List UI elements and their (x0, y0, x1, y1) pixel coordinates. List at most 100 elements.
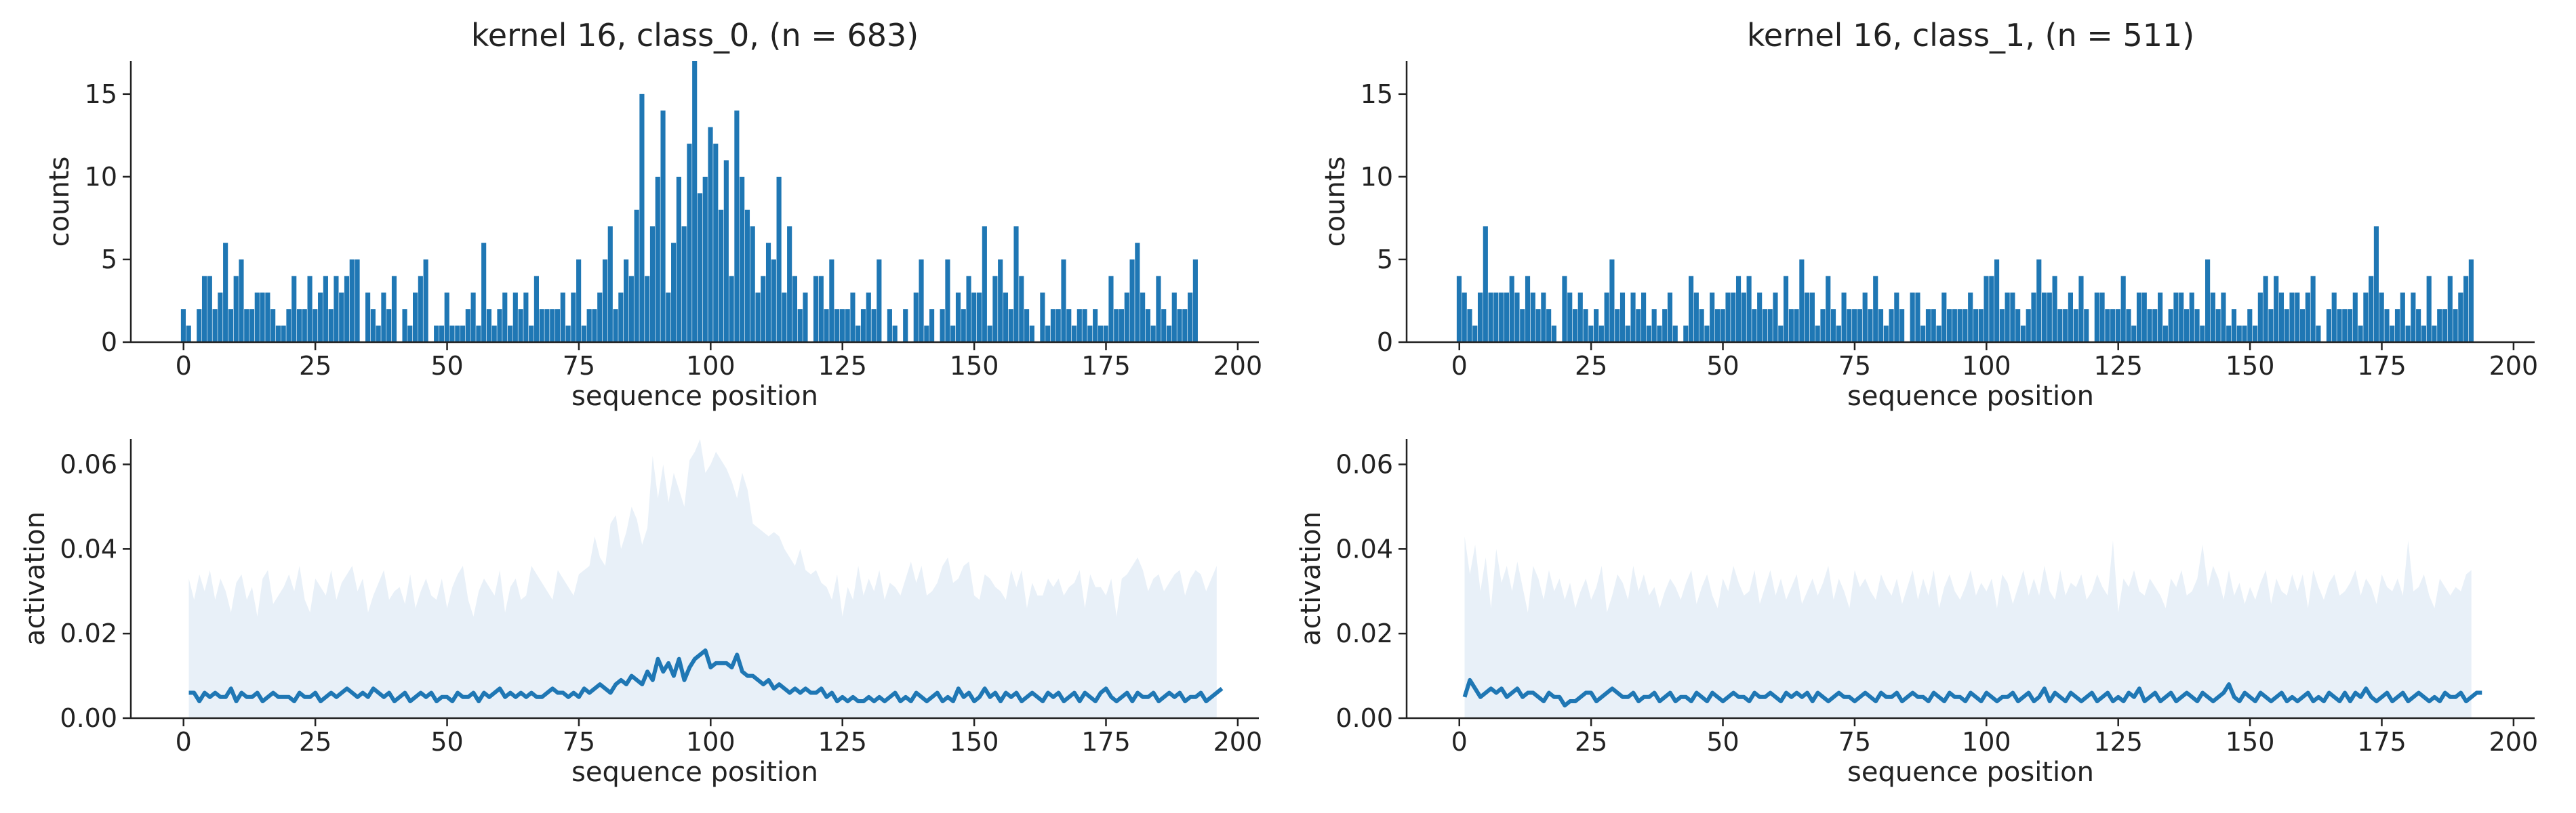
histogram-bar (1847, 309, 1852, 342)
histogram-bar (286, 309, 291, 342)
histogram-bar (750, 226, 755, 342)
histogram-bar (1140, 292, 1146, 342)
histogram-bar (2152, 309, 2158, 342)
histogram-bar (1609, 259, 1615, 342)
histogram-bar (523, 292, 529, 342)
histogram-bar (1826, 276, 1831, 342)
histogram-bar (971, 292, 977, 342)
histogram-bar (1562, 276, 1567, 342)
histogram-bar (966, 276, 971, 342)
histogram-bar (2005, 292, 2010, 342)
histogram-bar (740, 176, 745, 342)
histogram-bar (639, 93, 645, 342)
histogram-bar (1145, 309, 1150, 342)
histogram-bar (961, 309, 966, 342)
histogram-bar (713, 144, 719, 342)
x-tick-label: 75 (1838, 351, 1871, 381)
histogram-bar (2253, 325, 2258, 342)
x-tick-label: 150 (2226, 727, 2275, 757)
histogram-bar (391, 276, 397, 342)
histogram-bar (597, 292, 603, 342)
histogram-bar (634, 209, 639, 342)
histogram-bar (2437, 309, 2442, 342)
histogram-bar (1794, 309, 1799, 342)
histogram-bar (945, 259, 950, 342)
activation-mean-line (188, 648, 1224, 704)
histogram-bar (1931, 309, 1936, 342)
x-tick-label: 175 (2357, 727, 2407, 757)
histogram-bar (2105, 309, 2110, 342)
histogram-bar (903, 309, 908, 342)
histogram-bar (624, 259, 629, 342)
histogram-bar (845, 309, 850, 342)
histogram-bar (1509, 276, 1514, 342)
histogram-bar (2073, 309, 2078, 342)
x-tick-label: 25 (299, 727, 331, 757)
x-tick-label: 0 (176, 351, 192, 381)
histogram-bar (1462, 292, 1467, 342)
histogram-bar (1836, 325, 1841, 342)
histogram-bar (1061, 259, 1066, 342)
histogram-bar (1008, 309, 1013, 342)
histogram-bar (381, 292, 386, 342)
histogram-bar (512, 292, 518, 342)
histogram-bar (2268, 309, 2274, 342)
histogram-bar (1857, 309, 1862, 342)
histogram-bar (529, 325, 534, 342)
histogram-bar (797, 309, 803, 342)
histogram-bar (1973, 309, 1979, 342)
histogram-bar (349, 259, 355, 342)
histogram-bar (2326, 309, 2332, 342)
histogram-bar (676, 176, 681, 342)
x-tick-label: 125 (2093, 727, 2143, 757)
histogram-bar (1735, 276, 1742, 342)
histogram-bar (197, 309, 202, 342)
histogram-bar (455, 325, 460, 342)
y-tick-label: 0.04 (60, 534, 117, 564)
histogram-bar (1076, 309, 1082, 342)
histogram-bar (839, 309, 845, 342)
histogram-bar (618, 292, 624, 342)
histogram-bar (1598, 325, 1604, 342)
histogram-bar (1499, 292, 1504, 342)
histogram-bar (734, 110, 740, 343)
histogram-bar (1752, 309, 1757, 342)
histogram-bar (1651, 309, 1657, 342)
histogram-bar (2299, 309, 2306, 342)
histogram-bar (2078, 276, 2084, 342)
histogram-bar (1952, 309, 1957, 342)
histogram-bar (1108, 276, 1114, 342)
histogram-bar (1963, 309, 1968, 342)
histogram-bar (2026, 309, 2031, 342)
histogram-bar (1767, 309, 1773, 342)
histogram-bar (339, 292, 344, 342)
histogram-bar (1171, 292, 1177, 342)
y-tick-label: 0.04 (1335, 534, 1393, 564)
histogram-bar (1583, 309, 1588, 342)
histogram-bar (465, 309, 470, 342)
histogram-bar (1662, 309, 1668, 342)
histogram-bar (940, 309, 945, 342)
histogram-bar (1710, 292, 1715, 342)
histogram-bar (1699, 309, 1704, 342)
histogram-bar (723, 160, 729, 342)
histogram-bar (423, 259, 428, 342)
histogram-bar (323, 276, 328, 342)
histogram-bar (2278, 292, 2285, 342)
x-tick-label: 0 (1451, 351, 1468, 381)
histogram-bar (2131, 325, 2137, 342)
histogram-bar (1672, 325, 1678, 342)
histogram-bar (2379, 292, 2384, 342)
histogram-bar (1799, 259, 1805, 342)
histogram-bar (2394, 309, 2400, 342)
histogram-bar (813, 276, 819, 342)
histogram-bar (2384, 309, 2390, 342)
histogram-bar (824, 309, 829, 342)
x-axis-label: sequence position (571, 381, 818, 412)
class-0-counts-histogram: 0 25 50 75 100 125 150 175 200 0 5 10 15 sequence pos… (44, 17, 1262, 412)
histogram-bar (1873, 276, 1878, 342)
histogram-bar (1577, 292, 1583, 342)
histogram-bar (497, 309, 502, 342)
histogram-bar (571, 292, 576, 342)
histogram-bar (2463, 276, 2469, 342)
